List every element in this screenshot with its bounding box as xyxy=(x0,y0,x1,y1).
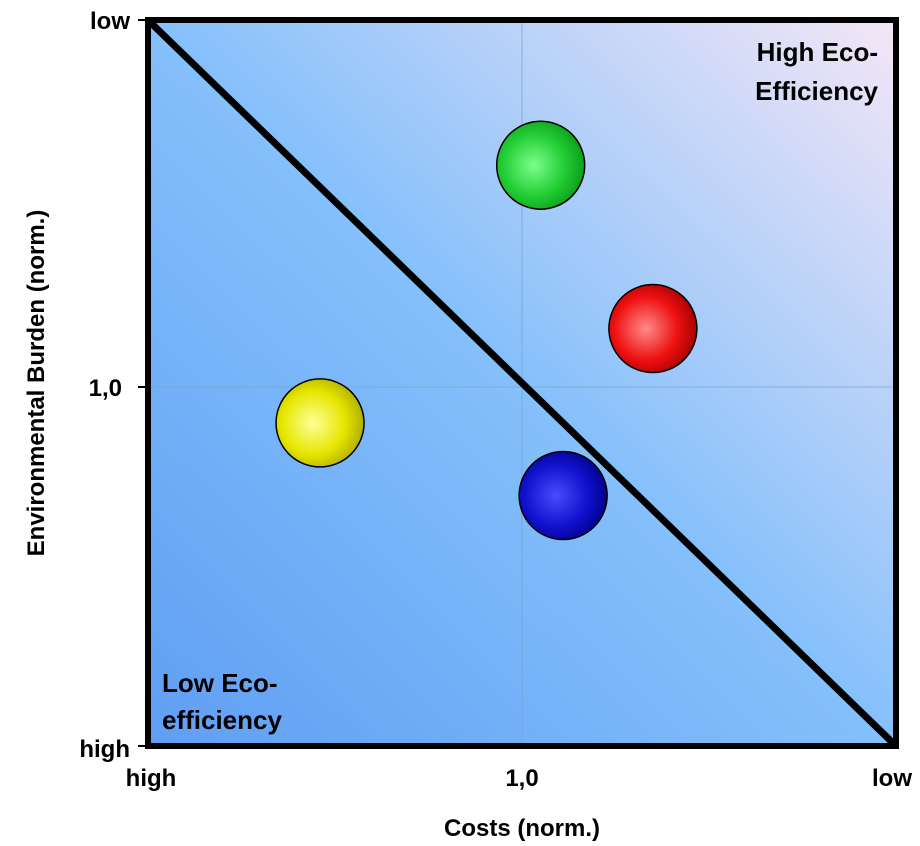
y-tick-label-bottom: high xyxy=(79,736,130,763)
data-points xyxy=(275,120,698,541)
data-point-1 xyxy=(495,120,586,210)
x-axis-title: Costs (norm.) xyxy=(444,815,600,842)
y-axis-title: Environmental Burden (norm.) xyxy=(23,210,50,557)
data-point-3 xyxy=(275,378,365,468)
x-tick-label-right: low xyxy=(872,765,912,792)
data-point-4 xyxy=(518,450,608,541)
region-label-low-line1: Low Eco- xyxy=(162,668,278,698)
y-axis-ticks xyxy=(138,19,148,747)
y-tick-label-middle: 1,0 xyxy=(89,375,122,402)
x-tick-label-left: high xyxy=(126,765,177,792)
region-label-low-line2: efficiency xyxy=(162,705,282,735)
data-point-2 xyxy=(608,283,698,374)
plot-frame xyxy=(145,17,899,749)
region-label-high-line1: High Eco- xyxy=(757,37,878,67)
y-tick-label-top: low xyxy=(90,8,130,35)
x-tick-label-middle: 1,0 xyxy=(505,765,538,792)
eco-efficiency-diagonal xyxy=(147,19,897,747)
region-label-high-line2: Efficiency xyxy=(755,76,878,106)
